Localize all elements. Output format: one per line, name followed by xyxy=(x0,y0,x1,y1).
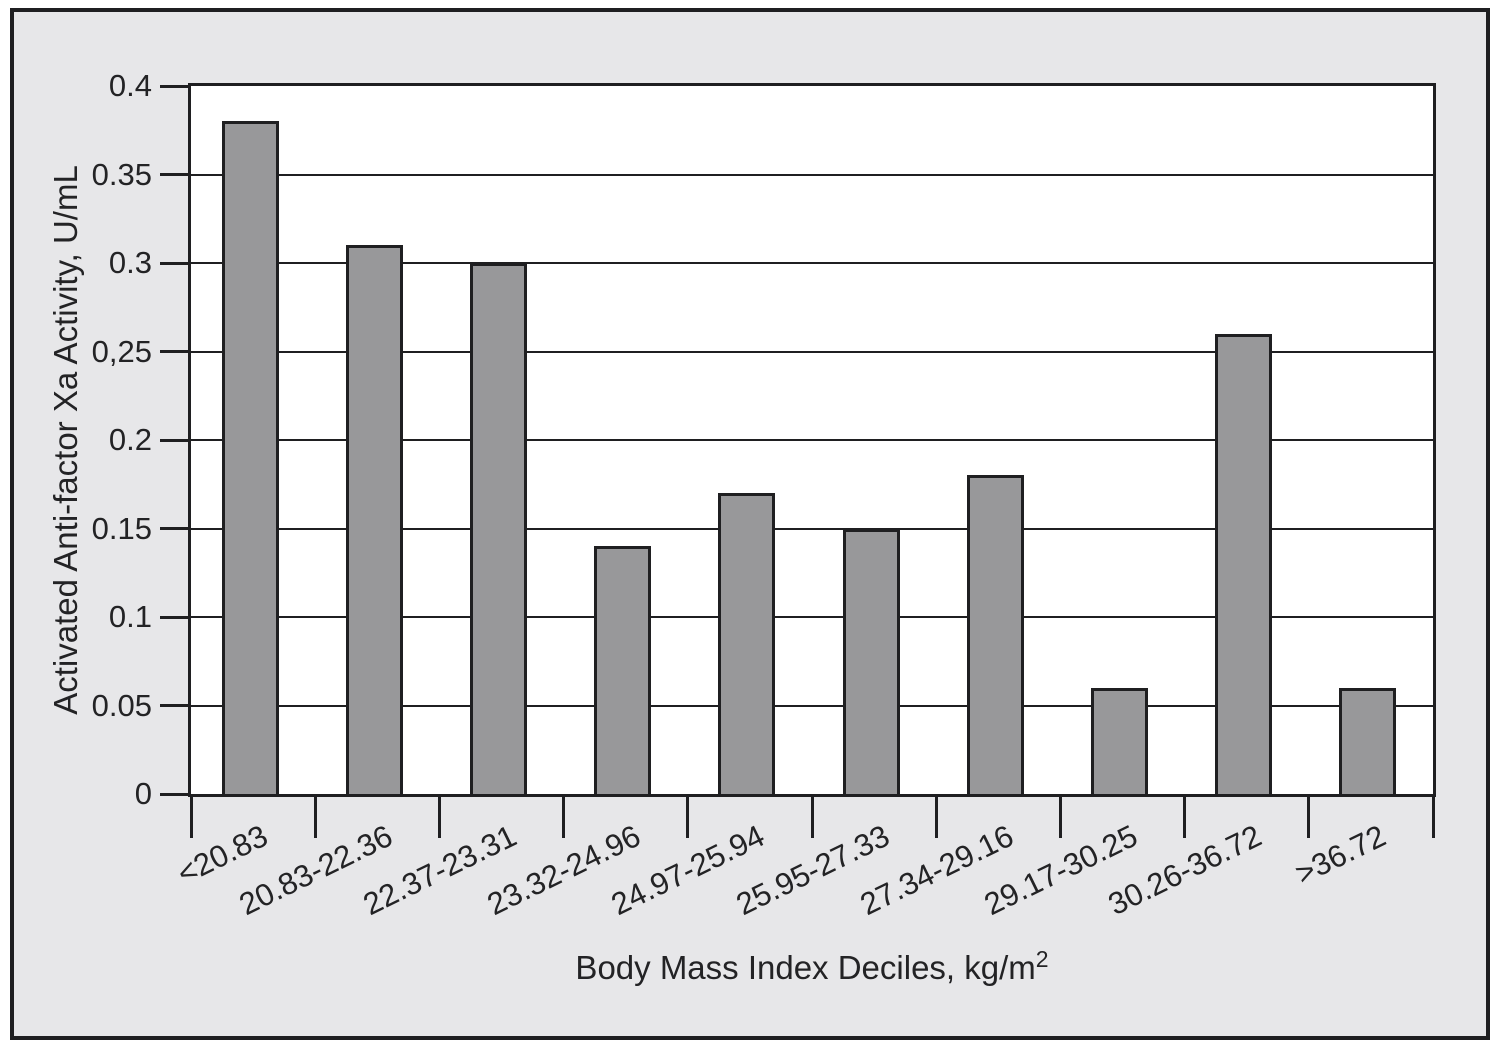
bar xyxy=(1215,334,1273,794)
gridline xyxy=(191,262,1433,264)
y-axis-title-text: Activated Anti-factor Xa Activity, U/mL xyxy=(47,165,84,715)
gridline xyxy=(191,350,1433,353)
gridline xyxy=(191,439,1433,441)
bar xyxy=(221,121,279,794)
gridline xyxy=(191,527,1433,530)
bar xyxy=(1091,688,1148,794)
y-axis-title: Activated Anti-factor Xa Activity, U/mL xyxy=(47,165,85,715)
bar xyxy=(842,529,900,794)
bar xyxy=(966,475,1024,794)
plot-area xyxy=(188,83,1436,797)
gridline xyxy=(191,704,1433,707)
bar xyxy=(594,546,652,794)
bar xyxy=(1339,688,1397,794)
x-axis-title-superscript: 2 xyxy=(1035,946,1049,972)
x-axis-title-text: Body Mass Index Deciles, kg/m xyxy=(575,949,1036,986)
bar xyxy=(345,245,403,794)
gridline xyxy=(191,616,1433,618)
bar xyxy=(470,263,527,794)
gridline xyxy=(191,173,1433,176)
x-axis-title: Body Mass Index Deciles, kg/m2 xyxy=(575,946,1048,987)
bar xyxy=(718,493,776,794)
